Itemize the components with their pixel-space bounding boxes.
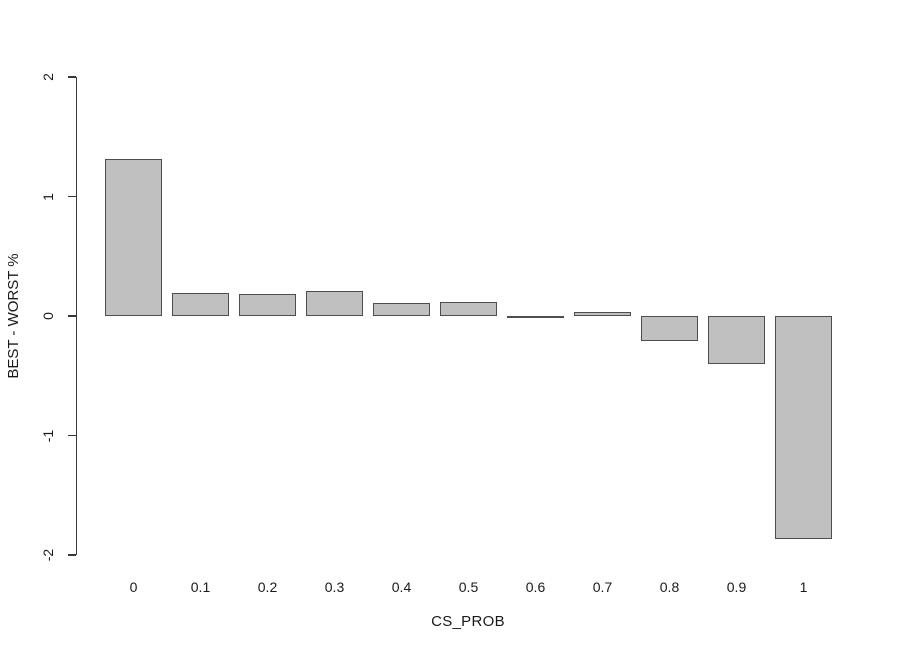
y-tick-mark [67,434,76,437]
x-tick-label: 0.7 [592,579,613,595]
bar-0.5 [440,301,497,316]
x-tick-label: 0.3 [324,579,345,595]
y-tick-label: 2 [40,73,56,81]
bar-0.2 [239,294,296,316]
y-axis-line [75,77,77,555]
bar-0.8 [641,316,698,342]
x-tick-label: 0.1 [190,579,211,595]
x-tick-label: 0 [129,579,138,595]
bar-0.3 [306,290,363,316]
y-axis-title: BEST - WORST % [5,253,22,379]
y-tick-mark [67,195,76,198]
x-tick-label: 0.4 [391,579,412,595]
bar-0 [105,159,162,316]
bar-0.1 [172,293,229,316]
x-tick-label: 1 [799,579,808,595]
y-tick-label: -1 [40,429,56,442]
y-tick-label: 1 [40,192,56,201]
bar-1 [775,316,832,540]
y-tick-label: 0 [40,312,56,320]
x-axis-title: CS_PROB [431,613,505,630]
x-tick-label: 0.5 [458,579,479,595]
x-tick-label: 0.2 [257,579,278,595]
bar-0.9 [708,316,765,364]
y-tick-mark [67,76,76,78]
bar-0.7 [574,312,631,316]
x-tick-label: 0.6 [525,579,546,595]
y-tick-mark [67,315,76,317]
x-tick-label: 0.9 [726,579,747,595]
bar-0.6 [507,316,564,318]
y-tick-label: -2 [40,548,56,562]
bar-0.4 [373,302,430,316]
y-tick-mark [67,554,76,556]
x-tick-label: 0.8 [659,579,680,595]
